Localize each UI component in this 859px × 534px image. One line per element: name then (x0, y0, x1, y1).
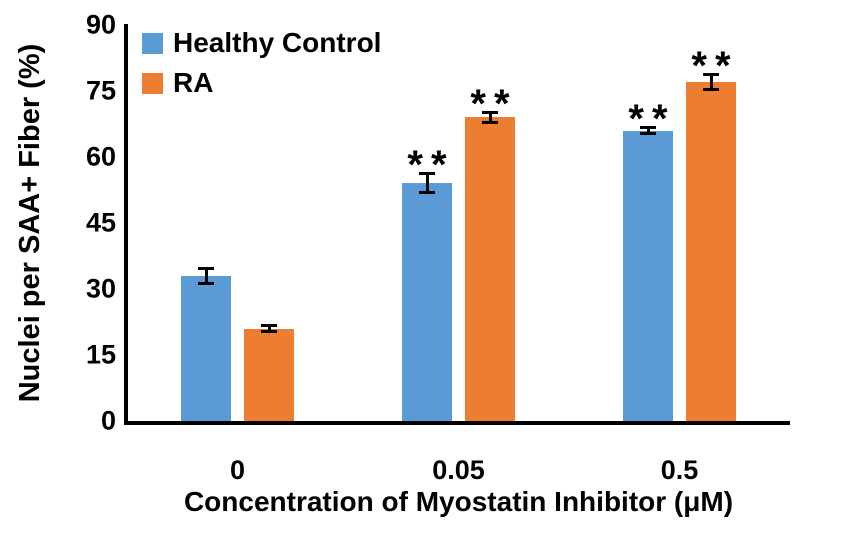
legend-swatch-healthy-control (142, 32, 163, 54)
bar-ra (244, 328, 294, 421)
error-bar-cap-bottom (703, 87, 719, 91)
significance-marker: ** (407, 143, 455, 188)
y-tick-label: 30 (85, 273, 116, 304)
error-bar-cap-top (482, 110, 498, 114)
error-bar (482, 110, 498, 124)
error-bar-cap-top (640, 126, 656, 130)
error-bar-cap-top (419, 172, 435, 176)
error-bar-cap-bottom (198, 281, 214, 285)
error-bar (261, 324, 277, 333)
legend: Healthy Control RA (142, 23, 381, 103)
error-bar-stem (204, 267, 208, 285)
legend-label-healthy-control: Healthy Control (173, 27, 382, 58)
y-tick-label: 0 (100, 405, 116, 436)
y-tick-label: 45 (85, 207, 116, 238)
error-bar (198, 267, 214, 285)
error-bar-cap-bottom (482, 120, 498, 124)
error-bar-cap-bottom (261, 329, 277, 333)
y-axis-line (124, 24, 128, 425)
significance-marker: ** (628, 97, 676, 142)
error-bar (703, 73, 719, 91)
bar-healthy-control (623, 130, 673, 421)
error-bar-cap-bottom (640, 131, 656, 135)
error-bar-cap-top (198, 267, 214, 270)
error-bar-stem (646, 126, 650, 135)
error-bar (419, 172, 435, 195)
y-tick-label: 75 (85, 75, 116, 106)
y-tick-label: 90 (85, 9, 116, 40)
error-bar-stem (267, 324, 271, 333)
x-tick-label: 0.05 (432, 455, 485, 485)
error-bar (640, 126, 656, 135)
y-tick-label: 15 (85, 339, 116, 370)
bar-ra (465, 117, 515, 421)
x-axis-title: Concentration of Myostatin Inhibitor (μM… (183, 486, 734, 517)
bar-ra (686, 82, 736, 421)
error-bar-cap-top (703, 73, 719, 77)
significance-marker: ** (470, 81, 518, 126)
legend-swatch-ra (142, 72, 163, 94)
x-axis-line (124, 421, 790, 425)
legend-item-ra: RA (142, 63, 381, 103)
error-bar-stem (709, 73, 713, 91)
error-bar-stem (425, 172, 429, 195)
error-bar-cap-top (261, 324, 277, 328)
legend-label-ra: RA (173, 67, 214, 98)
x-tick-label: 0 (229, 455, 246, 485)
legend-item-healthy-control: Healthy Control (142, 23, 381, 63)
y-tick-label: 60 (85, 141, 116, 172)
x-tick-label: 0.5 (660, 455, 699, 485)
significance-marker: ** (691, 44, 739, 89)
bar-healthy-control (181, 275, 231, 421)
error-bar-stem (488, 110, 492, 124)
bar-healthy-control (402, 183, 452, 421)
error-bar-cap-bottom (419, 191, 435, 195)
